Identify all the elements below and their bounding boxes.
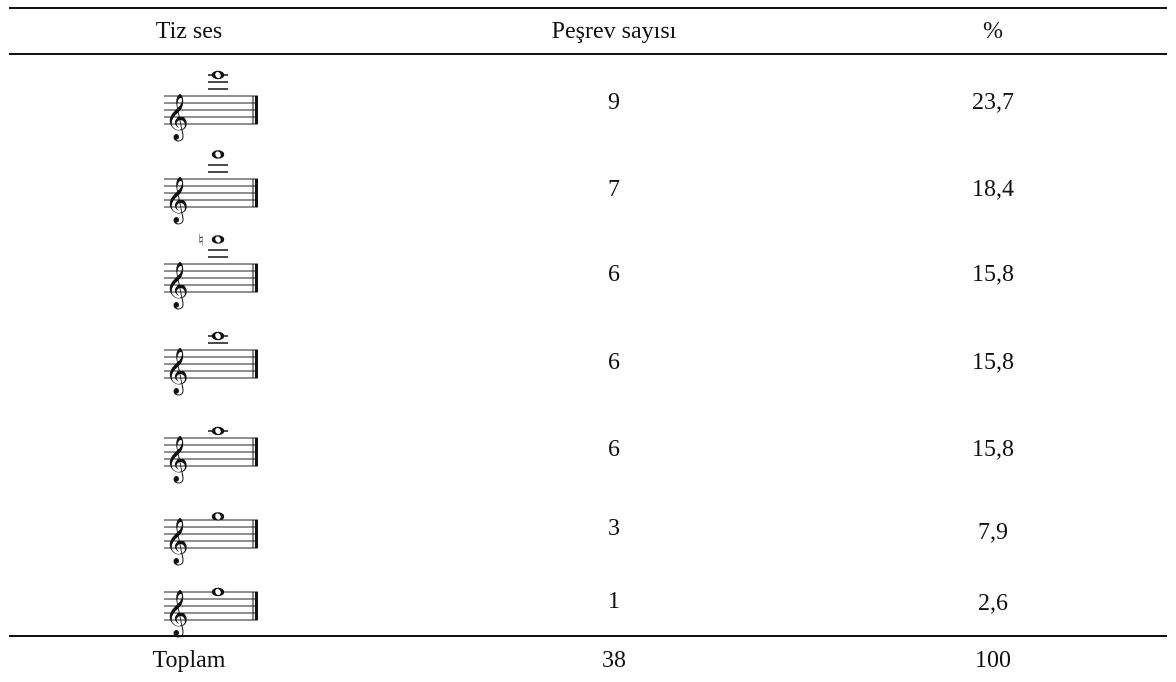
note-staff: 𝄞 — [164, 512, 258, 566]
row-percent: 18,4 — [972, 176, 1014, 202]
treble-clef-icon: 𝄞 — [165, 590, 189, 638]
whole-note-icon — [211, 426, 225, 436]
natural-sign-icon: ♮ — [198, 231, 204, 250]
row-percent: 15,8 — [972, 349, 1014, 375]
note-staff: 𝄞 — [164, 70, 258, 142]
row-count: 1 — [608, 588, 620, 614]
whole-note-icon — [211, 70, 225, 80]
whole-note-icon — [211, 331, 225, 341]
total-label: Toplam — [152, 647, 226, 673]
treble-clef-icon: 𝄞 — [165, 177, 189, 225]
row-count: 6 — [608, 261, 620, 287]
table-header-rule — [9, 53, 1167, 55]
note-staff: 𝄞 — [164, 331, 258, 396]
row-count: 3 — [608, 515, 620, 541]
row-percent: 15,8 — [972, 436, 1014, 462]
table-top-rule — [9, 7, 1167, 9]
note-staff: 𝄞 — [164, 150, 258, 225]
row-count: 6 — [608, 436, 620, 462]
row-percent: 2,6 — [978, 590, 1008, 616]
treble-clef-icon: 𝄞 — [165, 518, 189, 566]
treble-clef-icon: 𝄞 — [165, 436, 189, 484]
row-percent: 15,8 — [972, 261, 1014, 287]
treble-clef-icon: 𝄞 — [165, 94, 189, 142]
total-percent: 100 — [975, 647, 1011, 673]
whole-note-icon — [211, 235, 225, 244]
total-count: 38 — [602, 647, 626, 673]
whole-note-icon — [211, 512, 225, 521]
row-count: 7 — [608, 176, 620, 202]
header-count: Peşrev sayısı — [551, 18, 677, 44]
whole-note-icon — [211, 150, 225, 159]
header-pitch: Tiz ses — [155, 18, 223, 44]
note-staff: 𝄞 — [164, 587, 258, 638]
treble-clef-icon: 𝄞 — [165, 348, 189, 396]
treble-clef-icon: 𝄞 — [165, 262, 189, 310]
note-staff: 𝄞♮ — [164, 231, 258, 310]
row-count: 6 — [608, 349, 620, 375]
header-percent: % — [983, 18, 1003, 44]
row-percent: 7,9 — [978, 519, 1008, 545]
table-bottom-rule — [9, 635, 1167, 637]
row-count: 9 — [608, 89, 620, 115]
row-percent: 23,7 — [972, 89, 1014, 115]
whole-note-icon — [211, 587, 225, 597]
note-staff: 𝄞 — [164, 426, 258, 484]
